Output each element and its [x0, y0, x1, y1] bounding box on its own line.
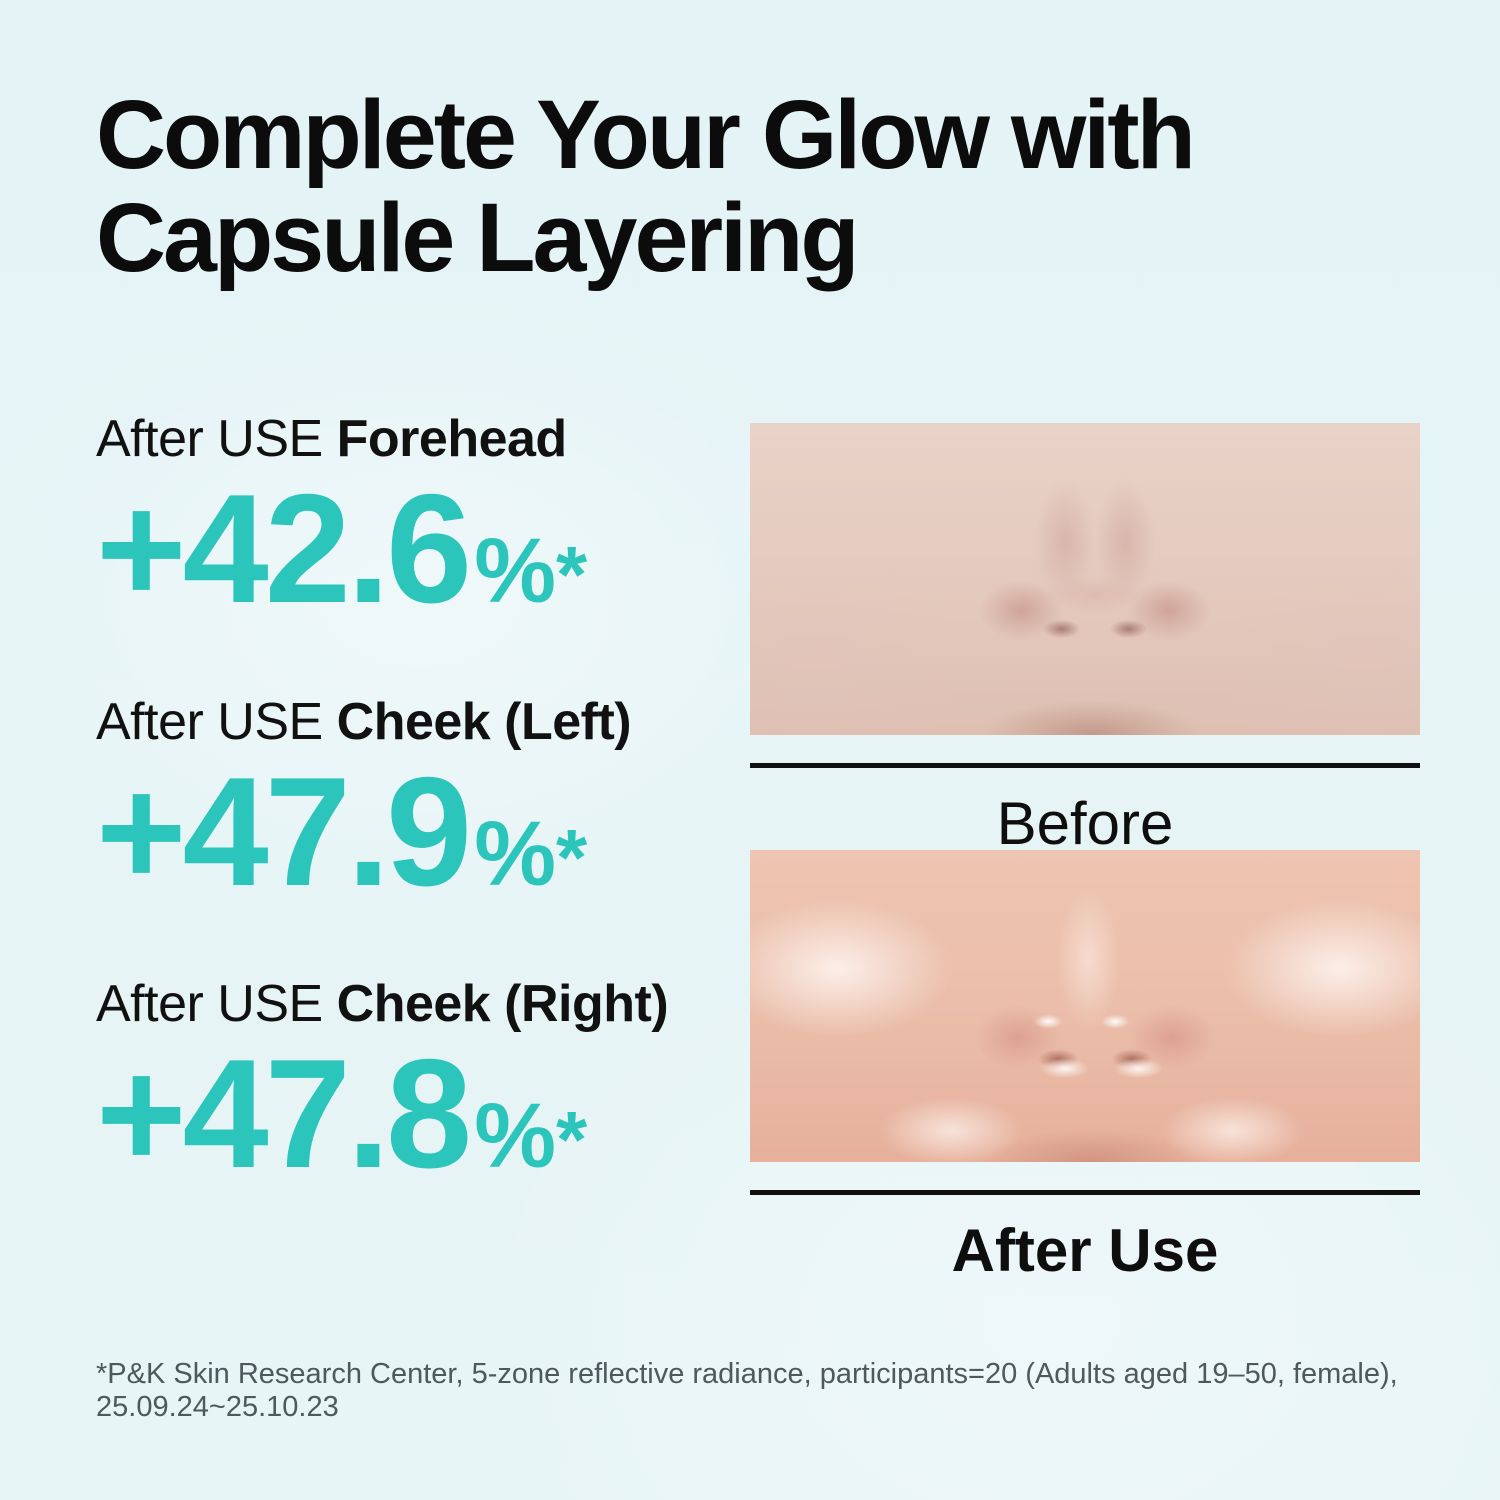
before-caption: Before: [996, 790, 1174, 857]
asterisk-marker: *: [556, 813, 588, 902]
page-title-line2: Capsule Layering: [96, 182, 860, 292]
after-caption: After Use: [951, 1217, 1219, 1284]
study-footnote-line1: *P&K Skin Research Center, 5-zone reflec…: [96, 1358, 1398, 1390]
stat-cheek-left: After USE Cheek (Left) +47.9%*: [96, 693, 632, 909]
after-divider-line: [750, 1190, 1420, 1195]
stat-cheek-right-number: +47.8: [96, 1027, 472, 1200]
percent-sign: %: [474, 520, 557, 622]
study-footnote-line2: 25.09.24~25.10.23: [96, 1391, 339, 1424]
stat-cheek-right-label: After USE Cheek (Right): [96, 975, 669, 1033]
before-skin-photo: [750, 423, 1420, 735]
percent-sign: %: [474, 1085, 557, 1187]
before-figure: Before: [750, 423, 1420, 854]
asterisk-marker: *: [556, 1095, 588, 1184]
stat-cheek-left-value: +47.9%*: [96, 754, 631, 909]
stat-cheek-right-label-prefix: After USE: [96, 975, 323, 1033]
before-divider-line: [750, 763, 1420, 768]
stat-cheek-left-label-area: Cheek (Left): [336, 693, 632, 751]
stat-forehead-label-area: Forehead: [336, 410, 568, 468]
stat-forehead-value: +42.6%*: [96, 471, 587, 626]
page-title-line1: Complete Your Glow with: [96, 80, 1196, 189]
percent-sign: %: [474, 803, 557, 905]
stat-forehead-label: After USE Forehead: [96, 413, 587, 465]
stat-forehead-label-prefix: After USE: [96, 410, 323, 468]
study-footnote: *P&K Skin Research Center, 5-zone reflec…: [96, 1358, 1398, 1425]
stat-forehead-number: +42.6: [96, 462, 472, 635]
stat-cheek-left-label: After USE Cheek (Left): [96, 693, 632, 751]
after-skin-photo: [750, 850, 1420, 1162]
page-title: Complete Your Glow with Capsule Layering: [96, 83, 1196, 292]
after-figure: After Use: [750, 850, 1420, 1281]
stat-forehead: After USE Forehead +42.6%*: [96, 413, 587, 626]
stat-cheek-left-number: +47.9: [96, 745, 472, 918]
stat-cheek-right-value: +47.8%*: [96, 1036, 668, 1191]
stat-cheek-right: After USE Cheek (Right) +47.8%*: [96, 975, 669, 1191]
stat-cheek-right-label-area: Cheek (Right): [336, 975, 669, 1033]
asterisk-marker: *: [556, 530, 588, 619]
stat-cheek-left-label-prefix: After USE: [96, 693, 323, 751]
